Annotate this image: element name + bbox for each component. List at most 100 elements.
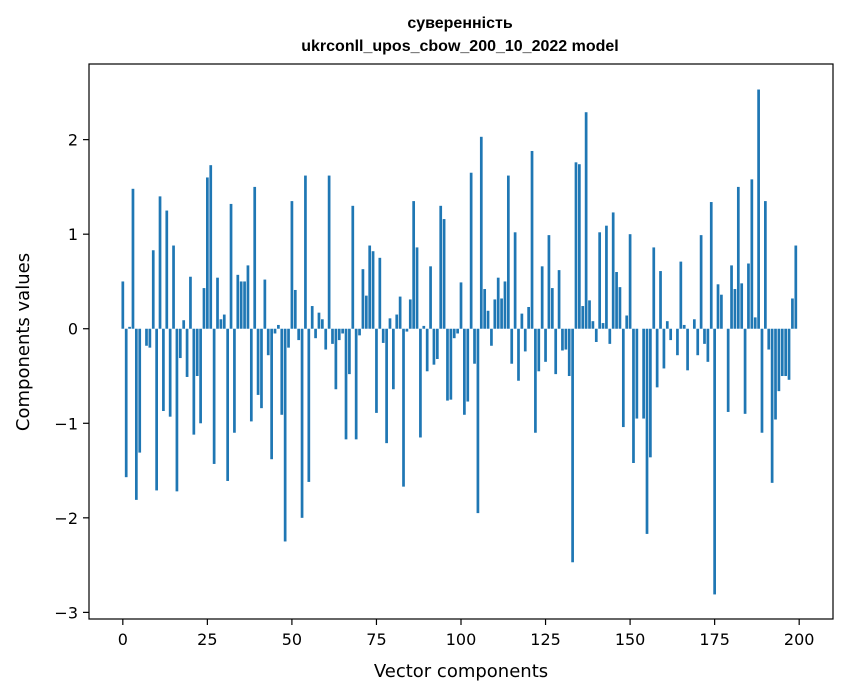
bar-167 — [686, 328, 689, 371]
bar-8 — [148, 328, 152, 348]
bar-29 — [219, 319, 223, 329]
bar-127 — [550, 288, 554, 329]
bar-87 — [415, 247, 419, 329]
bar-71 — [361, 269, 365, 329]
bar-9 — [151, 250, 155, 329]
x-tick-label: 175 — [699, 630, 730, 649]
bar-160 — [662, 328, 666, 369]
bar-177 — [720, 294, 723, 329]
bar-186 — [750, 179, 754, 329]
bar-63 — [334, 328, 338, 390]
bar-48 — [283, 328, 287, 542]
bar-156 — [649, 328, 652, 458]
bar-139 — [591, 321, 595, 329]
bar-172 — [703, 328, 706, 344]
bar-49 — [287, 328, 290, 348]
bar-146 — [615, 272, 618, 329]
bar-110 — [493, 299, 497, 329]
bar-159 — [659, 271, 662, 329]
bar-155 — [645, 328, 649, 534]
bar-182 — [736, 186, 740, 329]
bar-46 — [277, 324, 280, 329]
bar-85 — [408, 299, 412, 329]
bar-79 — [388, 318, 392, 329]
bar-50 — [290, 201, 294, 329]
x-tick-label: 0 — [118, 630, 128, 649]
bar-80 — [392, 328, 395, 390]
bar-10 — [155, 328, 158, 491]
bar-98 — [452, 328, 456, 339]
bar-38 — [249, 328, 253, 422]
bar-195 — [780, 328, 784, 377]
bar-174 — [709, 202, 713, 329]
bar-165 — [679, 261, 683, 329]
bar-60 — [324, 328, 328, 350]
bar-183 — [740, 283, 744, 329]
bar-39 — [253, 186, 257, 329]
bar-78 — [385, 328, 388, 444]
bar-199 — [794, 245, 798, 329]
bar-189 — [760, 328, 764, 433]
bar-2 — [128, 326, 131, 329]
y-axis-label: Components values — [13, 253, 34, 431]
bar-67 — [348, 328, 351, 375]
bar-157 — [652, 247, 656, 329]
bar-51 — [293, 289, 297, 329]
bar-68 — [351, 205, 355, 329]
bar-109 — [490, 328, 493, 346]
bar-197 — [787, 328, 791, 380]
bar-149 — [625, 315, 629, 329]
bar-196 — [784, 328, 788, 377]
bar-74 — [371, 251, 375, 329]
bar-23 — [199, 328, 202, 424]
bar-36 — [243, 281, 246, 329]
y-tick-label: 2 — [68, 131, 78, 150]
bar-126 — [547, 235, 551, 329]
bar-192 — [770, 328, 774, 483]
bar-64 — [337, 328, 341, 341]
bar-14 — [168, 328, 172, 417]
x-tick-label: 100 — [446, 630, 477, 649]
bar-75 — [375, 328, 378, 413]
bar-92 — [432, 328, 436, 365]
x-axis-ticks: 0 25 50 75 100 125 150 175 200 — [118, 619, 814, 649]
bar-43 — [266, 328, 270, 356]
x-tick-label: 75 — [366, 630, 386, 649]
bar-154 — [642, 328, 645, 419]
x-tick-label: 25 — [197, 630, 217, 649]
bar-28 — [216, 277, 219, 329]
bar-169 — [692, 319, 696, 329]
bar-11 — [158, 196, 162, 329]
bar-77 — [381, 328, 385, 343]
y-tick-label: −1 — [54, 414, 78, 433]
bar-7 — [145, 328, 148, 346]
bar-59 — [320, 319, 324, 329]
y-tick-label: −2 — [54, 509, 78, 528]
bar-128 — [554, 328, 558, 375]
bar-138 — [588, 300, 591, 329]
bar-171 — [699, 235, 703, 329]
bar-108 — [486, 310, 490, 329]
bar-129 — [557, 270, 561, 329]
bar-62 — [331, 328, 334, 344]
bar-0 — [121, 281, 125, 329]
bar-121 — [530, 150, 534, 329]
bar-103 — [469, 172, 473, 329]
bar-series — [121, 89, 798, 595]
bar-107 — [483, 289, 487, 329]
bar-99 — [456, 328, 459, 334]
bar-143 — [605, 225, 608, 329]
bar-130 — [561, 328, 564, 351]
bar-20 — [189, 276, 192, 329]
bar-57 — [314, 328, 317, 339]
bar-18 — [182, 320, 186, 329]
bar-101 — [463, 328, 466, 415]
chart-title-line2: ukrconll_upos_cbow_200_10_2022 model — [301, 38, 618, 55]
bar-21 — [192, 328, 196, 435]
bar-102 — [466, 328, 470, 402]
bar-69 — [354, 328, 358, 440]
bar-151 — [632, 328, 635, 463]
bar-37 — [246, 265, 250, 329]
y-tick-label: 0 — [68, 320, 78, 339]
bar-94 — [439, 205, 443, 329]
